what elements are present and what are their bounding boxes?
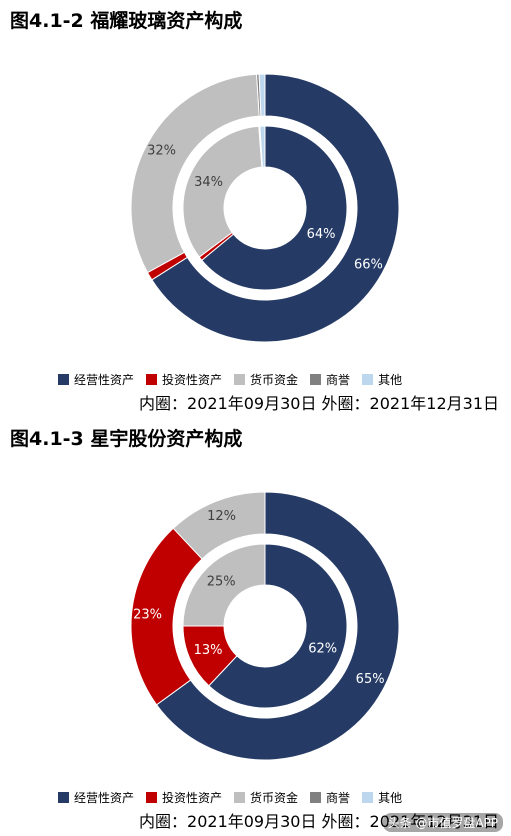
outer-ring: 66% 32%: [130, 73, 400, 343]
slice-cash: [172, 491, 266, 560]
data-label: 25%: [207, 575, 236, 590]
data-label: 65%: [356, 672, 385, 687]
legend-swatch: [362, 792, 374, 803]
inner-ring: 64% 34%: [182, 125, 348, 291]
legend-item-other: 其他: [362, 789, 402, 806]
data-label: 13%: [194, 643, 223, 658]
slice-operating-assets: [155, 491, 400, 761]
chart-legend: 经营性资产 投资性资产 货币资金 商誉 其他: [58, 371, 414, 388]
legend-swatch: [146, 792, 158, 803]
legend-swatch: [58, 374, 69, 385]
legend-swatch: [234, 792, 246, 803]
chart-title: 图4.1-3 星宇股份资产构成: [10, 428, 243, 450]
chart-footnote: 内圈：2021年09月30日 外圈：2021年12月31日: [139, 394, 499, 413]
legend-swatch: [310, 374, 322, 385]
chart-title: 图4.1-2 福耀玻璃资产构成: [10, 10, 243, 32]
slice-other: [258, 73, 266, 117]
slice-operating-assets: [151, 73, 400, 343]
legend-label: 货币资金: [250, 791, 299, 805]
legend-label: 经营性资产: [74, 373, 135, 387]
legend-item-investment-assets: 投资性资产: [146, 789, 222, 806]
donut-chart: 64% 34% 66% 32%: [130, 73, 400, 343]
legend-swatch: [362, 374, 374, 385]
data-label: 23%: [133, 607, 162, 622]
legend-item-goodwill: 商誉: [310, 789, 350, 806]
legend-label: 其他: [378, 791, 403, 805]
data-label: 62%: [308, 641, 337, 656]
legend-item-cash: 货币资金: [234, 789, 298, 806]
legend-item-operating-assets: 经营性资产: [58, 371, 134, 388]
legend-label: 经营性资产: [74, 791, 135, 805]
legend-label: 货币资金: [250, 373, 299, 387]
donut-chart: 62% 13% 25% 65% 23% 12%: [130, 491, 400, 761]
slice-cash: [182, 125, 263, 258]
legend-label: 商誉: [326, 373, 351, 387]
legend-label: 投资性资产: [162, 791, 223, 805]
legend-swatch: [310, 792, 322, 803]
chart-panel-xingyu: 图4.1-3 星宇股份资产构成 62% 13% 25% 65% 23% 12% 经营性资产…: [0, 418, 511, 836]
data-label: 34%: [194, 175, 223, 190]
legend-item-cash: 货币资金: [234, 371, 298, 388]
chart-legend: 经营性资产 投资性资产 货币资金 商誉 其他: [58, 789, 414, 806]
inner-ring: 62% 13% 25%: [182, 543, 348, 709]
slice-other: [259, 125, 266, 168]
outer-ring: 65% 23% 12%: [130, 491, 400, 761]
chart-panel-fuyao: 图4.1-2 福耀玻璃资产构成 64% 34% 66% 32% 经营性资产 投资性资产 货…: [10, 10, 499, 413]
slice-operating-assets: [201, 125, 348, 291]
chart-footnote: 内圈：2021年09月30日 外圈：2021年12月31日: [139, 812, 499, 831]
watermark: 头条 @市值罗盘APP: [382, 813, 503, 832]
legend-swatch: [234, 374, 246, 385]
data-label: 64%: [307, 227, 336, 242]
data-label: 66%: [354, 257, 383, 272]
slice-operating-assets: [208, 543, 348, 709]
legend-swatch: [58, 792, 69, 803]
legend-item-operating-assets: 经营性资产: [58, 789, 134, 806]
legend-item-goodwill: 商誉: [310, 371, 350, 388]
legend-item-investment-assets: 投资性资产: [146, 371, 222, 388]
legend-item-other: 其他: [362, 371, 402, 388]
legend-label: 其他: [378, 373, 403, 387]
legend-label: 商誉: [326, 791, 351, 805]
data-label: 32%: [147, 144, 176, 159]
legend-label: 投资性资产: [162, 373, 223, 387]
data-label: 12%: [207, 509, 236, 524]
slice-cash: [182, 543, 266, 627]
legend-swatch: [146, 374, 158, 385]
